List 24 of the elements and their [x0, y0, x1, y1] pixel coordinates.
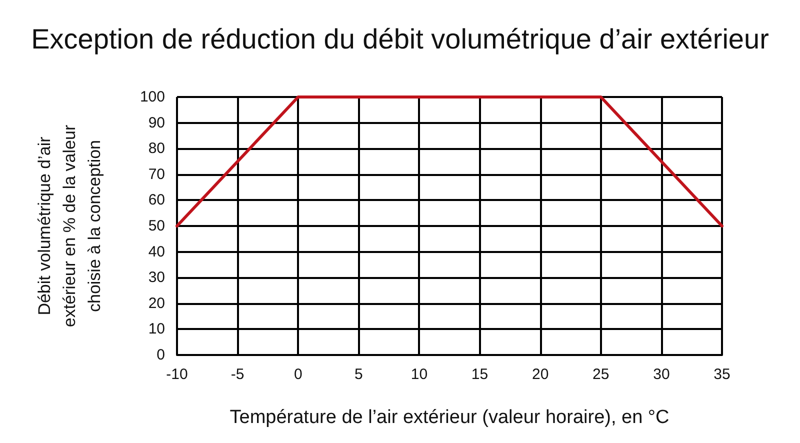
y-tick-label: 50	[148, 218, 165, 234]
y-tick-label: 80	[148, 140, 165, 158]
x-axis-title: Température de l’air extérieur (valeur horaire), en °C	[230, 407, 670, 428]
y-tick-label: 90	[148, 114, 165, 132]
chart-title: Exception de réduction du débit volumétrique d’air extérieur	[31, 24, 769, 54]
y-tick-label: 70	[148, 166, 165, 183]
y-tick-label: 10	[148, 320, 165, 338]
x-tick-label: 5	[354, 366, 363, 383]
x-tick-label: 10	[410, 366, 428, 383]
x-tick-label: 20	[532, 366, 549, 383]
x-tick-label: 15	[471, 366, 488, 383]
y-tick-label: 100	[140, 88, 165, 106]
x-tick-label: 30	[653, 366, 670, 383]
x-tick-label: -5	[230, 366, 244, 383]
y-axis-title: Débit volumétrique d’air extérieur en % de la valeur choisie à la conception	[35, 124, 104, 328]
x-tick-label: -10	[166, 366, 188, 383]
y-tick-label: 0	[156, 346, 165, 364]
x-tick-label: 0	[294, 366, 302, 383]
x-tick-label: 25	[592, 366, 610, 383]
y-tick-label: 60	[148, 192, 165, 209]
y-tick-label: 30	[148, 269, 165, 286]
y-tick-label: 20	[148, 294, 165, 312]
y-tick-label: 40	[148, 243, 165, 260]
x-tick-label: 35	[714, 366, 730, 383]
